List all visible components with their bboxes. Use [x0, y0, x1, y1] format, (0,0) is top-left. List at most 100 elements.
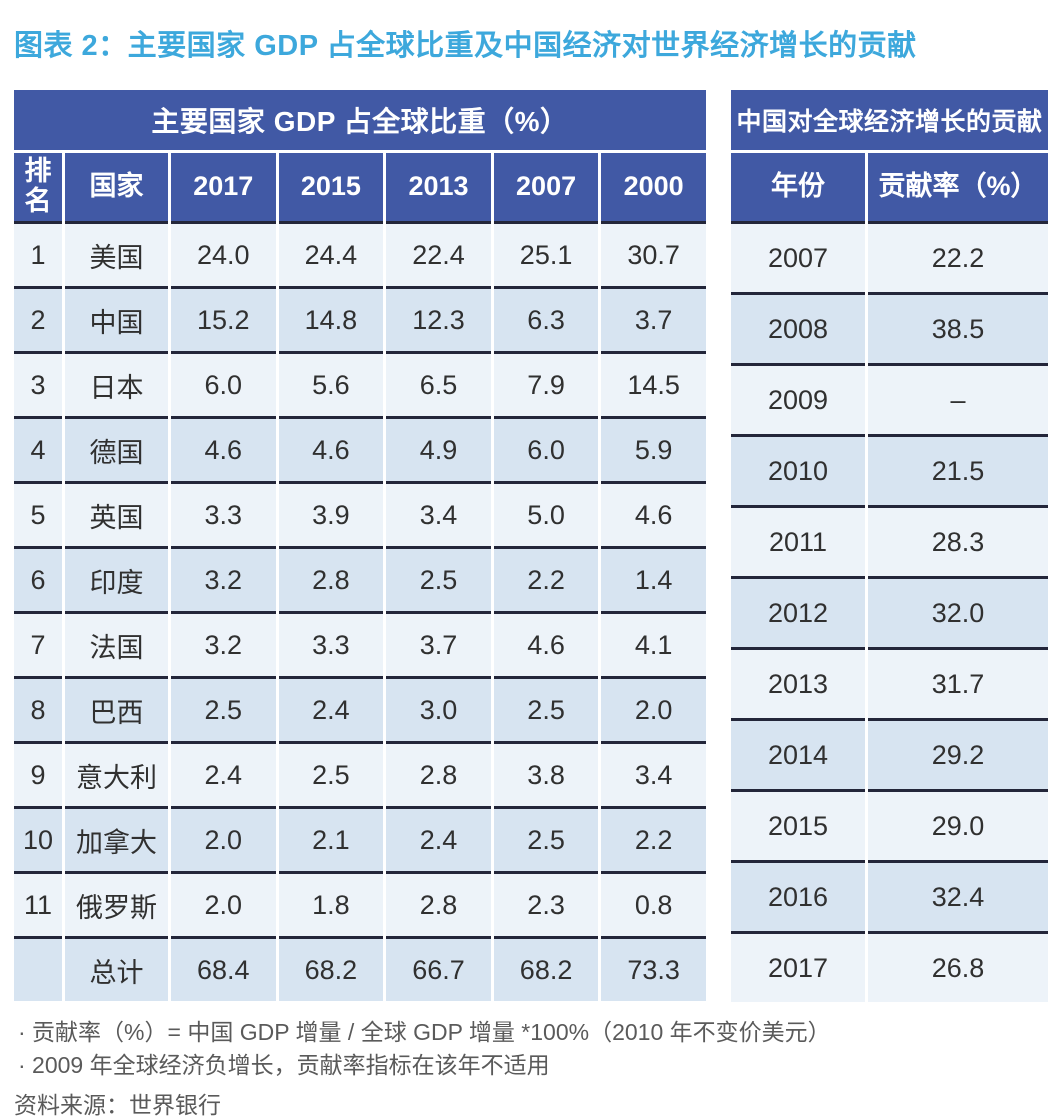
gdp-share-table-cell: 中国: [65, 286, 168, 351]
gdp-share-table: 主要国家 GDP 占全球比重（%） 排名 国家 2017 2015 2013 2007 20…: [14, 90, 706, 1001]
gdp-share-table-cell: 3.8: [493, 741, 599, 806]
gdp-share-table-title: 主要国家 GDP 占全球比重（%）: [14, 90, 706, 150]
contribution-table-cell: 2014: [731, 718, 865, 789]
gdp-share-header-row: 排名 国家 2017 2015 2013 2007 2000: [14, 153, 706, 221]
contribution-table-row: 2016 32.4: [731, 860, 1048, 931]
gdp-share-table-cell: 2.4: [386, 806, 491, 871]
contribution-table-row: 2012 32.0: [731, 576, 1048, 647]
gdp-share-table-cell: 2.0: [601, 676, 706, 741]
contribution-table-row: 2013 31.7: [731, 647, 1048, 718]
gdp-share-table-cell: 4.6: [278, 416, 384, 481]
gdp-share-table-cell: 2.3: [493, 871, 599, 936]
gdp-share-table-cell: 24.0: [171, 221, 276, 286]
gdp-share-table-row: 1 美国 24.0 24.4 22.4 25.1 30.7: [14, 221, 706, 286]
contribution-table-cell: 32.0: [868, 576, 1048, 647]
gdp-share-table-cell: 法国: [65, 611, 168, 676]
gdp-share-table-cell: 3: [14, 351, 62, 416]
contribution-column-header: 贡献率（%）: [868, 153, 1048, 221]
gdp-share-table-cell: 6.3: [493, 286, 599, 351]
gdp-share-table-row: 6 印度 3.2 2.8 2.5 2.2 1.4: [14, 546, 706, 611]
gdp-share-table-cell: 2.5: [386, 546, 491, 611]
contribution-table-cell: 29.2: [868, 718, 1048, 789]
gdp-share-table-cell: 德国: [65, 416, 168, 481]
gdp-share-table-cell: 68.2: [493, 936, 599, 1001]
gdp-share-table-cell: 2.8: [278, 546, 384, 611]
gdp-share-table-cell: 4.9: [386, 416, 491, 481]
gdp-share-table-row: 5 英国 3.3 3.9 3.4 5.0 4.6: [14, 481, 706, 546]
contribution-header-row: 年份 贡献率（%）: [731, 153, 1048, 221]
gdp-share-table-cell: 3.7: [386, 611, 491, 676]
footnote-2009-exception: · 2009 年全球经济负增长，贡献率指标在该年不适用: [18, 1052, 550, 1078]
contribution-table-cell: 2012: [731, 576, 865, 647]
gdp-share-table-row: 4 德国 4.6 4.6 4.9 6.0 5.9: [14, 416, 706, 481]
gdp-share-table-cell: 3.4: [601, 741, 706, 806]
contribution-table: 中国对全球经济增长的贡献 年份 贡献率（%） 2007 22.2 2008 38.5 20…: [731, 90, 1048, 1002]
contribution-table-cell: 2016: [731, 860, 865, 931]
contribution-table-cell: 2008: [731, 292, 865, 363]
contribution-column-header: 年份: [731, 153, 865, 221]
gdp-share-table-cell: 2.8: [386, 871, 491, 936]
contribution-table-row: 2014 29.2: [731, 718, 1048, 789]
contribution-table-row: 2015 29.0: [731, 789, 1048, 860]
gdp-share-table-cell: 6.0: [171, 351, 276, 416]
gdp-share-table-cell: 2.5: [493, 806, 599, 871]
gdp-share-table-row: 11 俄罗斯 2.0 1.8 2.8 2.3 0.8: [14, 871, 706, 936]
contribution-table-cell: 26.8: [868, 931, 1048, 1002]
gdp-share-table-cell: 7.9: [493, 351, 599, 416]
footnote-contribution-formula: · 贡献率（%）= 中国 GDP 增量 / 全球 GDP 增量 *100%（20…: [18, 1019, 831, 1045]
gdp-share-table-cell: 3.4: [386, 481, 491, 546]
gdp-share-table-cell: 10: [14, 806, 62, 871]
gdp-share-table-cell: 11: [14, 871, 62, 936]
gdp-share-table-row: 8 巴西 2.5 2.4 3.0 2.5 2.0: [14, 676, 706, 741]
gdp-share-table-cell: 5.0: [493, 481, 599, 546]
gdp-share-column-header: 2015: [278, 153, 384, 221]
gdp-share-table-cell: 5.9: [601, 416, 706, 481]
figure-title: 图表 2：主要国家 GDP 占全球比重及中国经济对世界经济增长的贡献: [14, 30, 917, 62]
gdp-share-table-cell: 6.0: [493, 416, 599, 481]
gdp-share-column-header: 国家: [65, 153, 168, 221]
contribution-table-row: 2010 21.5: [731, 434, 1048, 505]
gdp-share-table-cell: 3.3: [278, 611, 384, 676]
gdp-share-table-cell: 5.6: [278, 351, 384, 416]
contribution-table-cell: 29.0: [868, 789, 1048, 860]
gdp-share-table-cell: 12.3: [386, 286, 491, 351]
source-line: 资料来源：世界银行: [14, 1092, 221, 1118]
gdp-share-table-cell: 9: [14, 741, 62, 806]
gdp-share-table-row: 总计 68.4 68.2 66.7 68.2 73.3: [14, 936, 706, 1001]
gdp-share-table-cell: 2.2: [493, 546, 599, 611]
gdp-share-table-row: 9 意大利 2.4 2.5 2.8 3.8 3.4: [14, 741, 706, 806]
gdp-share-table-cell: 68.4: [171, 936, 276, 1001]
contribution-table-cell: 2007: [731, 221, 865, 292]
contribution-table-cell: 21.5: [868, 434, 1048, 505]
gdp-share-table-body: 1 美国 24.0 24.4 22.4 25.1 30.7 2 中国 15.2 14.8 12.3 6.…: [14, 221, 706, 1001]
gdp-share-table-cell: 3.9: [278, 481, 384, 546]
contribution-table-cell: 31.7: [868, 647, 1048, 718]
gdp-share-table-row: 2 中国 15.2 14.8 12.3 6.3 3.7: [14, 286, 706, 351]
contribution-table-cell: 2009: [731, 363, 865, 434]
contribution-table-cell: 2015: [731, 789, 865, 860]
gdp-share-table-cell: 巴西: [65, 676, 168, 741]
gdp-share-table-cell: 66.7: [386, 936, 491, 1001]
gdp-share-table-cell: 4: [14, 416, 62, 481]
contribution-table-row: 2008 38.5: [731, 292, 1048, 363]
gdp-share-column-header: 2013: [386, 153, 491, 221]
contribution-table-body: 2007 22.2 2008 38.5 2009–2010 21.5 2011 28.3 201…: [731, 221, 1048, 1002]
gdp-share-table-cell: 2.4: [171, 741, 276, 806]
gdp-share-table-cell: 2: [14, 286, 62, 351]
gdp-share-table-cell: 5: [14, 481, 62, 546]
gdp-share-column-header: 2000: [601, 153, 706, 221]
gdp-share-table-cell: 意大利: [65, 741, 168, 806]
gdp-share-table-cell: 美国: [65, 221, 168, 286]
gdp-share-table-cell: 4.6: [601, 481, 706, 546]
gdp-share-table-cell: 1.8: [278, 871, 384, 936]
gdp-share-table-cell: 2.5: [171, 676, 276, 741]
contribution-table-row: 2007 22.2: [731, 221, 1048, 292]
contribution-table-cell: 32.4: [868, 860, 1048, 931]
gdp-share-table-cell: 3.2: [171, 611, 276, 676]
gdp-share-table-cell: 1: [14, 221, 62, 286]
contribution-table-cell: 2017: [731, 931, 865, 1002]
gdp-share-table-cell: 日本: [65, 351, 168, 416]
gdp-share-table-cell: 2.0: [171, 871, 276, 936]
gdp-share-table-cell: 73.3: [601, 936, 706, 1001]
gdp-share-table-row: 3 日本 6.0 5.6 6.5 7.9 14.5: [14, 351, 706, 416]
